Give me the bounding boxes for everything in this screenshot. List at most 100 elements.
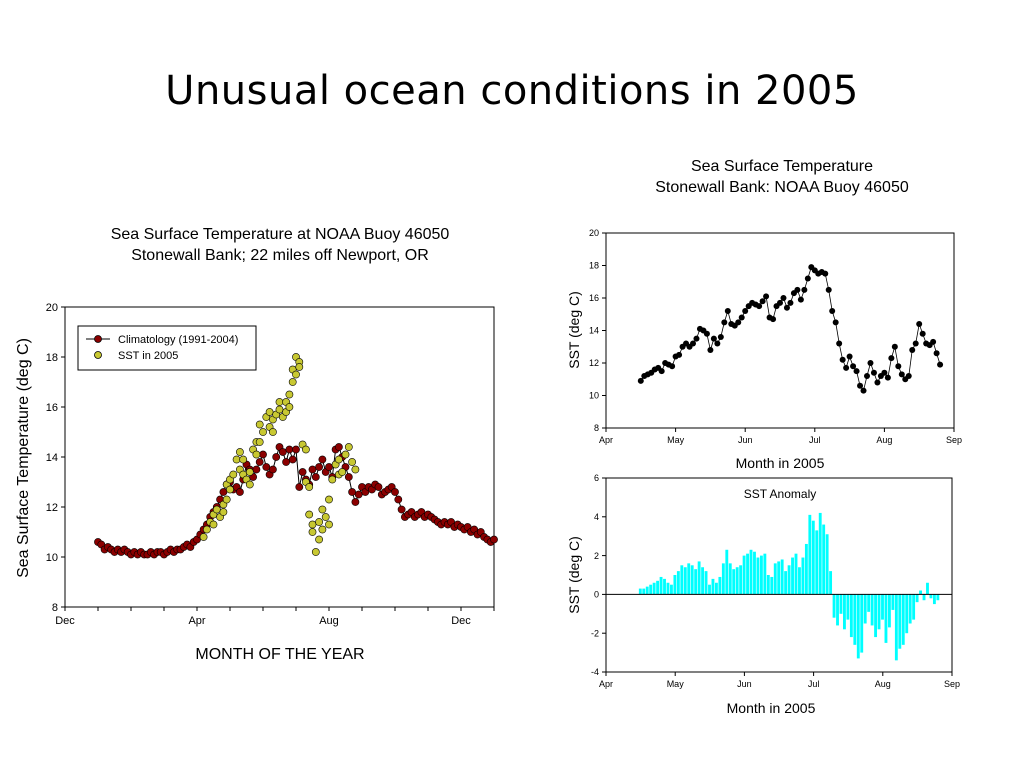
- y-tick-label: 0: [594, 590, 599, 600]
- sst-2005-point: [325, 495, 333, 504]
- sst-2005-point: [305, 510, 314, 519]
- climatology-line: [97, 445, 495, 556]
- sst-2005-point: [777, 299, 783, 306]
- sst-2005-point: [735, 319, 742, 326]
- climatology-point: [295, 483, 304, 491]
- anomaly-bar: [753, 551, 756, 595]
- sst-2005-point: [235, 448, 244, 456]
- anomaly-bar: [822, 524, 826, 595]
- climatology-point: [272, 453, 281, 461]
- climatology-point: [334, 443, 343, 451]
- left-chart-subtitle: Stonewall Bank; 22 miles off Newport, OR: [131, 247, 429, 264]
- sst-2005-point: [292, 370, 300, 379]
- anomaly-bar: [690, 565, 694, 595]
- top-right-chart-y-label: SST (deg C): [566, 291, 582, 369]
- sst-2005-point: [707, 347, 714, 353]
- x-tick-label: Sep: [946, 435, 962, 445]
- anomaly-bar: [926, 582, 929, 595]
- slide-title: Unusual ocean conditions in 2005: [165, 68, 859, 114]
- legend-climatology-marker: [94, 335, 102, 343]
- y-tick-label: 18: [589, 261, 599, 271]
- x-tick-label: Dec: [451, 615, 471, 627]
- anomaly-bar: [836, 594, 839, 626]
- sst-2005-point: [637, 377, 644, 384]
- sst-2005-point: [867, 360, 874, 366]
- climatology-point: [325, 463, 333, 471]
- anomaly-bar: [829, 571, 833, 595]
- anomaly-bar: [891, 594, 895, 610]
- climatology-point: [282, 458, 290, 466]
- anomaly-bar: [756, 557, 760, 595]
- sst-2005-point: [301, 445, 310, 454]
- sst-2005-point: [853, 368, 860, 375]
- sst-2005-point: [787, 299, 794, 306]
- anomaly-bar: [922, 594, 926, 601]
- anomaly-bar: [784, 571, 788, 595]
- bottom-right-chart-title: SST Anomaly: [744, 487, 816, 501]
- sst-2005-point: [870, 369, 877, 376]
- anomaly-bar: [770, 576, 774, 595]
- sst-2005-point: [348, 458, 356, 466]
- sst-2005-point: [780, 295, 787, 301]
- sst-2005-point: [328, 475, 337, 484]
- bottom-right-plot-area: [605, 477, 953, 673]
- sst-2005-line: [640, 266, 941, 392]
- anomaly-bar: [898, 594, 902, 649]
- x-tick-label: Apr: [599, 435, 613, 445]
- anomaly-bar: [701, 567, 705, 595]
- sst-2005-point: [801, 286, 808, 293]
- anomaly-bar: [642, 588, 646, 595]
- sst-2005-point: [738, 314, 745, 321]
- sst-2005-point: [909, 347, 916, 353]
- anomaly-bar: [746, 553, 749, 595]
- climatology-point: [268, 465, 277, 474]
- sst-2005-point: [742, 308, 749, 314]
- anomaly-bar: [763, 553, 767, 595]
- anomaly-bar: [759, 555, 763, 595]
- x-tick-label: Apr: [188, 615, 205, 627]
- climatology-point: [490, 535, 498, 544]
- sst-2005-point: [226, 485, 234, 494]
- left-chart-x-label: MONTH OF THE YEAR: [195, 646, 364, 663]
- y-tick-label: 14: [46, 452, 58, 464]
- anomaly-bar: [652, 582, 656, 595]
- climatology-point: [298, 468, 307, 476]
- y-tick-label: 18: [46, 352, 58, 364]
- sst-2005-point: [229, 470, 238, 479]
- sst-2005-point: [832, 319, 839, 326]
- sst-2005-point: [658, 368, 665, 375]
- sst-2005-point: [669, 363, 676, 370]
- sst-2005-point: [843, 364, 850, 371]
- climatology-point: [252, 465, 261, 474]
- x-tick-label: Jun: [738, 435, 753, 445]
- anomaly-bar: [908, 594, 912, 624]
- anomaly-bar: [877, 594, 881, 630]
- sst-2005-point: [933, 350, 940, 357]
- sst-2005-point: [268, 428, 277, 436]
- sst-2005-point: [338, 468, 347, 476]
- anomaly-bar: [811, 520, 815, 595]
- sst-2005-point: [222, 495, 231, 504]
- anomaly-bar: [884, 594, 888, 643]
- sst-2005-point: [898, 371, 905, 378]
- sst-2005-point: [763, 293, 770, 300]
- sst-2005-point: [860, 387, 867, 394]
- sst-2005-point: [321, 513, 330, 521]
- anomaly-bar: [849, 594, 853, 638]
- sst-2005-point: [721, 319, 728, 326]
- anomaly-bar: [846, 594, 850, 620]
- anomaly-bar: [912, 594, 916, 620]
- anomaly-bar: [666, 582, 670, 595]
- anomaly-bar: [732, 569, 736, 595]
- sst-2005-point: [344, 443, 353, 451]
- anomaly-bar: [697, 561, 701, 595]
- anomaly-bar: [638, 588, 642, 595]
- sst-2005-point: [850, 363, 857, 370]
- legend-sst2005-marker: [94, 351, 102, 359]
- y-tick-label: 16: [46, 402, 58, 414]
- sst-2005-point: [839, 356, 846, 363]
- sst-2005-point: [351, 465, 360, 474]
- y-tick-label: -2: [591, 628, 599, 638]
- sst-2005-point: [315, 535, 323, 544]
- anomaly-bar: [673, 575, 677, 595]
